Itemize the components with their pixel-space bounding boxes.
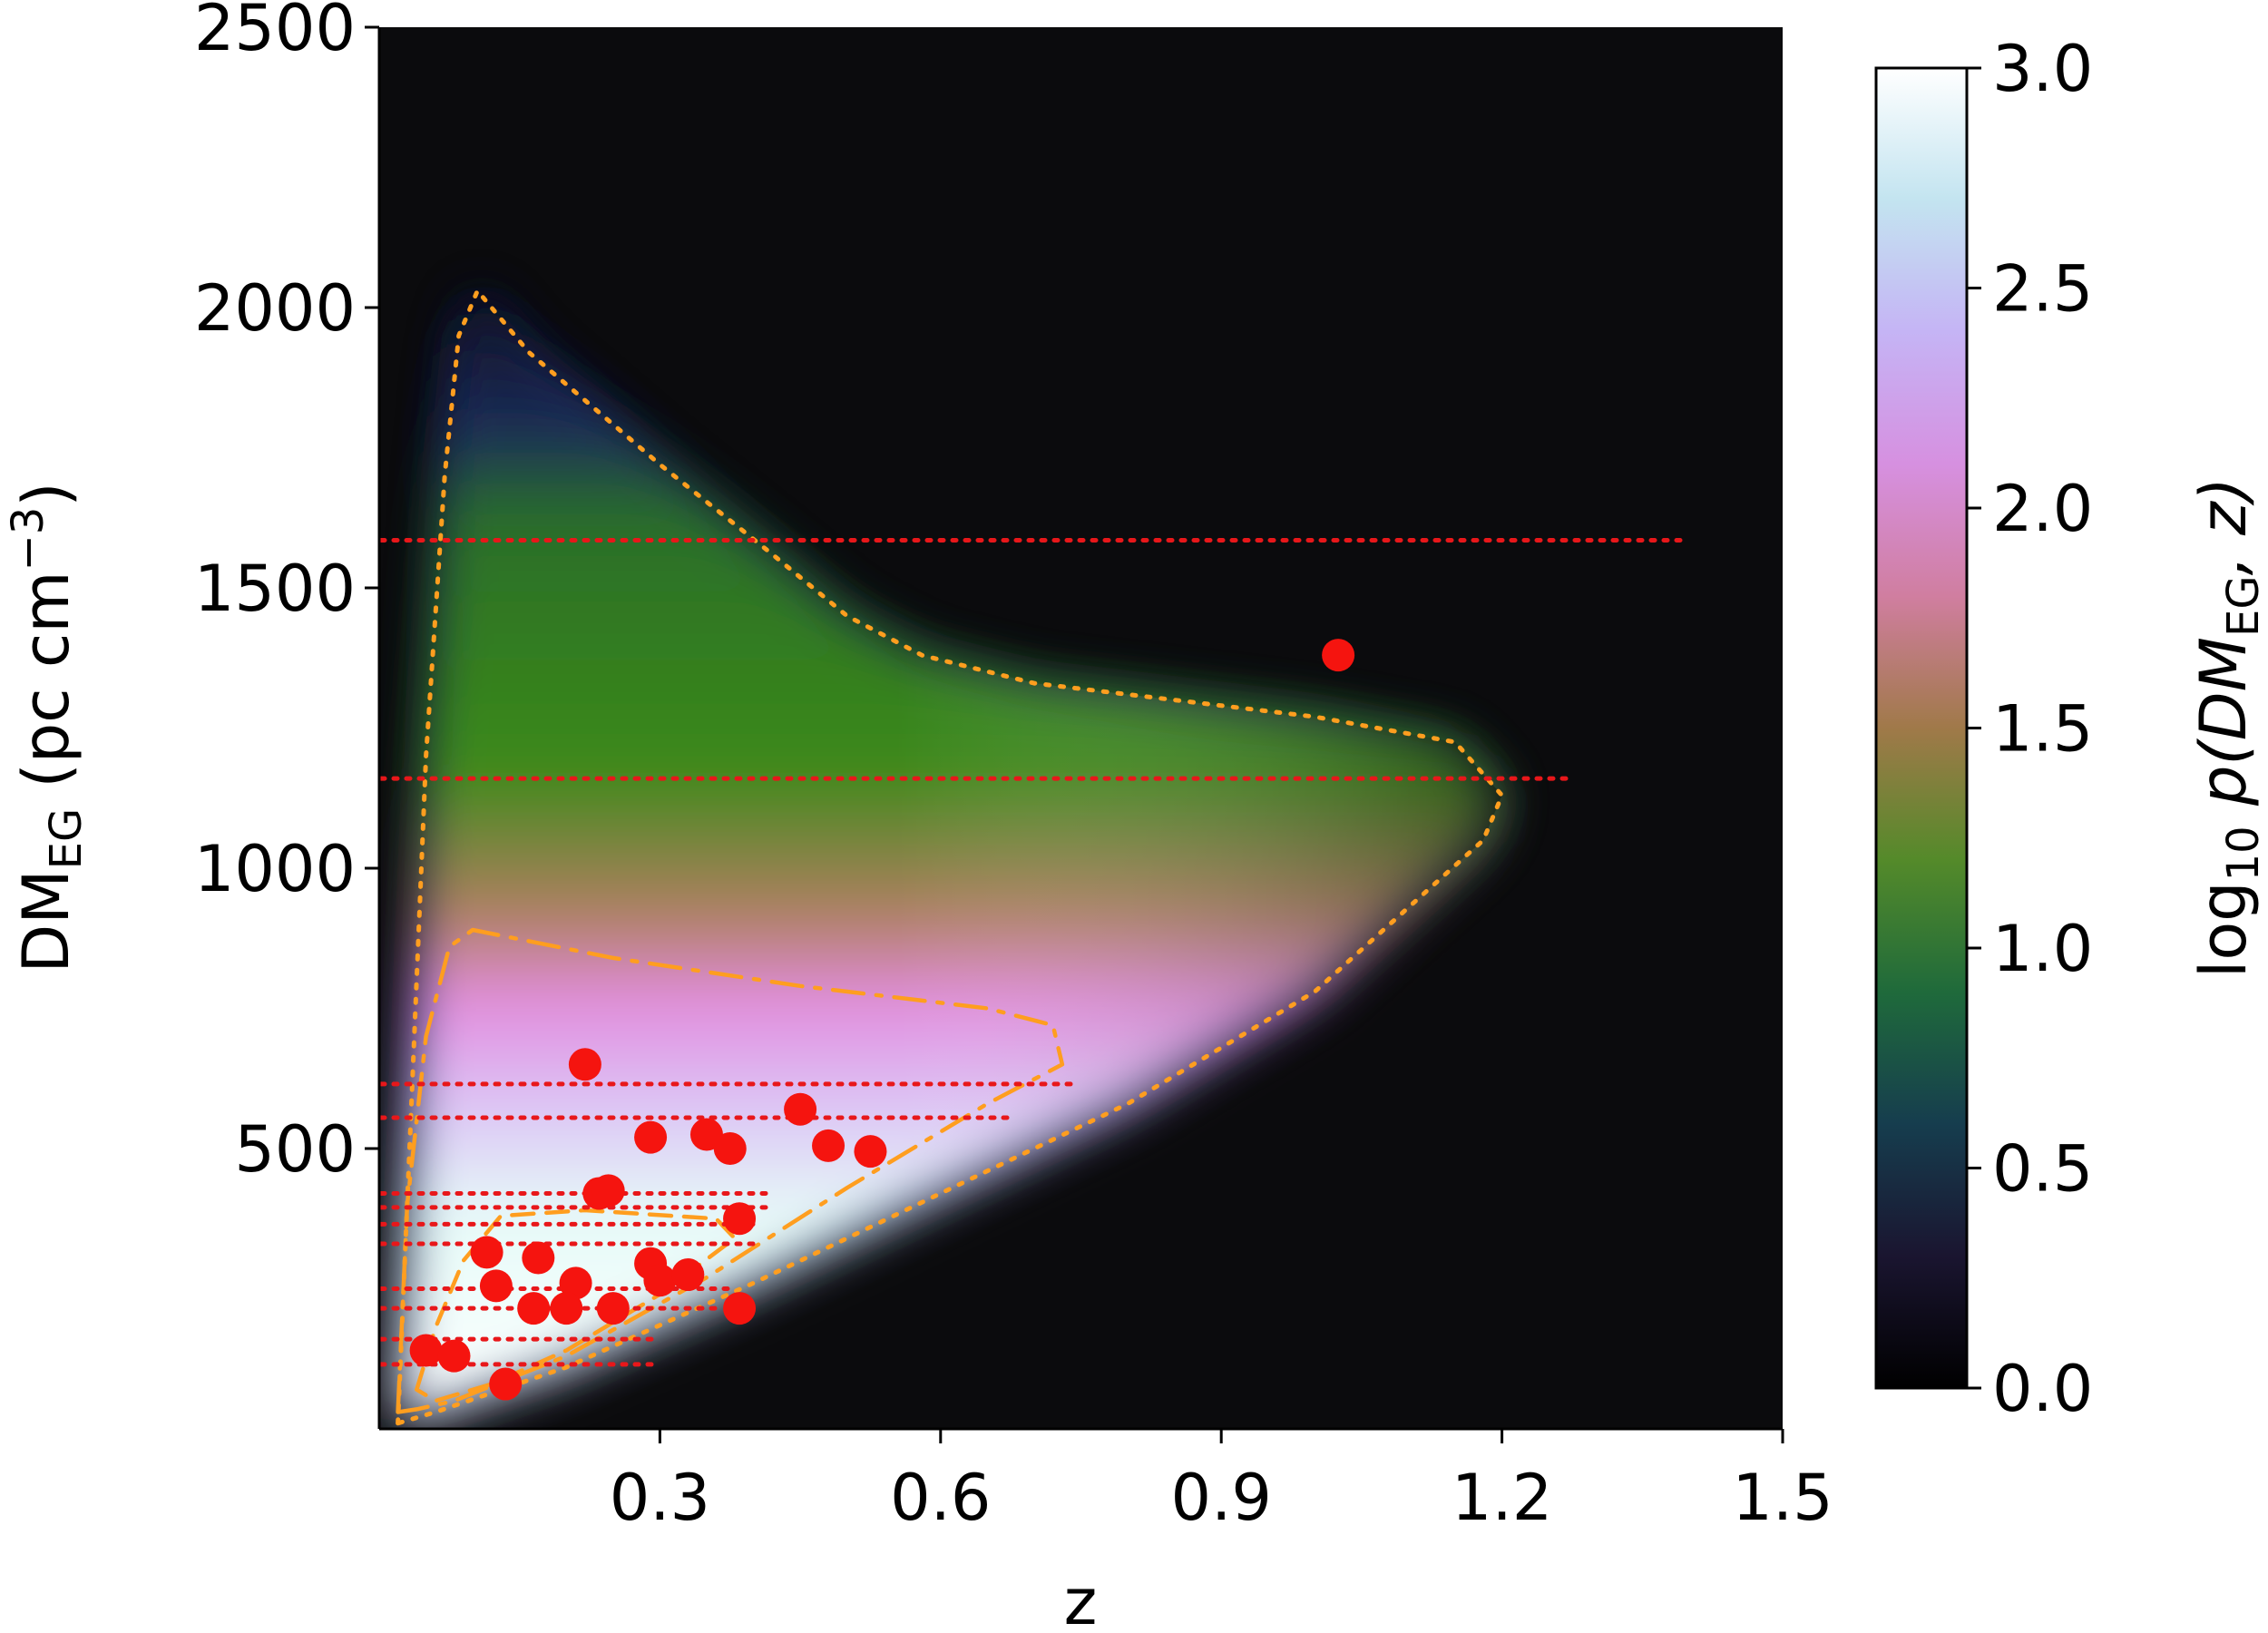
colorbar: [1874, 66, 1969, 1390]
contour-dashed: [415, 1208, 738, 1403]
x-tick-label: 0.6: [890, 1461, 991, 1535]
point-layer: [409, 639, 1355, 1401]
frb-point: [517, 1292, 551, 1325]
contour-dashdot: [396, 927, 1065, 1414]
colorbar-label-p: p(DM: [2186, 637, 2261, 826]
frb-point: [671, 1258, 705, 1292]
colorbar-tick-label: 0.5: [1992, 1132, 2093, 1207]
frb-point: [437, 1339, 471, 1373]
frb-point: [634, 1120, 668, 1154]
frb-point: [489, 1367, 523, 1401]
heatmap: [397, 290, 1502, 1423]
colorbar-tick-label: 2.0: [1992, 472, 2093, 546]
colorbar-tick-label: 0.0: [1992, 1352, 2093, 1426]
y-axis-label-close: ): [9, 482, 83, 506]
hline-layer: [379, 537, 1692, 1367]
density-shade: [397, 290, 1502, 1423]
colorbar-ticks: 0.0 0.5 1.0 1.5 2.0 2.5 3.0: [1967, 32, 2093, 1426]
x-tick-label: 1.5: [1732, 1461, 1833, 1535]
y-tick-label: 2000: [194, 271, 356, 346]
frb-point: [591, 1174, 625, 1208]
colorbar-label-sub1: 10: [2218, 826, 2268, 881]
frb-point: [784, 1092, 817, 1126]
y-tick-label: 1500: [194, 552, 356, 626]
frb-point: [470, 1236, 503, 1269]
contour-layer: [396, 288, 1505, 1426]
frb-point: [713, 1132, 747, 1165]
frb-point: [559, 1266, 592, 1300]
x-tick-label: 0.9: [1171, 1461, 1272, 1535]
y-tick-label: 2500: [194, 0, 356, 65]
y-axis-label-main: DM: [9, 869, 83, 973]
y-axis-label-sup: −3: [3, 507, 54, 572]
frb-point: [1322, 639, 1355, 672]
frb-point: [522, 1241, 555, 1275]
frb-point: [568, 1048, 601, 1081]
x-ticks: 0.3 0.6 0.9 1.2 1.5: [610, 1429, 1833, 1535]
frb-point: [723, 1202, 757, 1236]
x-axis-label: z: [1064, 1565, 1098, 1633]
y-axis-label-rest: (pc cm: [9, 571, 83, 807]
frb-point: [854, 1135, 887, 1169]
frb-point: [409, 1334, 443, 1367]
frb-point: [596, 1292, 630, 1325]
colorbar-label-post: , z): [2186, 477, 2261, 576]
colorbar-tick-label: 1.5: [1992, 692, 2093, 767]
frb-point: [723, 1292, 757, 1325]
colorbar-tick-label: 2.5: [1992, 252, 2093, 327]
x-tick-label: 1.2: [1452, 1461, 1552, 1535]
colorbar-label-sub2: EG: [2218, 575, 2268, 637]
contour-dotted: [396, 288, 1505, 1426]
colorbar-tick-label: 3.0: [1992, 32, 2093, 106]
y-tick-label: 1000: [194, 832, 356, 906]
y-ticks: 500 1000 1500 2000 2500: [194, 0, 379, 1187]
colorbar-label: log10 p(DMEG, z): [2186, 477, 2268, 978]
y-tick-label: 500: [234, 1112, 356, 1187]
frb-point: [479, 1269, 513, 1303]
colorbar-label-pre: log: [2186, 881, 2261, 978]
frb-point: [550, 1292, 583, 1325]
x-tick-label: 0.3: [610, 1461, 710, 1535]
frb-point: [812, 1129, 846, 1162]
y-axis-label: DMEG (pc cm−3): [3, 482, 92, 973]
frb-point: [643, 1264, 677, 1297]
colorbar-tick-label: 1.0: [1992, 912, 2093, 986]
y-axis-label-sub: EG: [41, 808, 92, 870]
